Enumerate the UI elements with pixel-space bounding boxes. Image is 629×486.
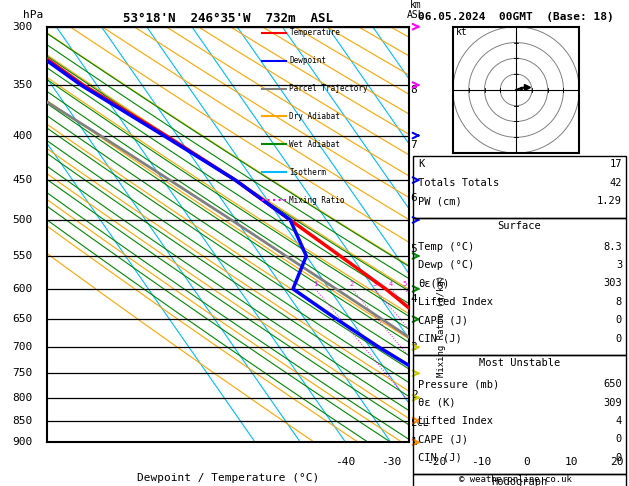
Text: 3: 3 (372, 281, 377, 287)
Text: 4: 4 (411, 294, 418, 304)
Text: 4: 4 (389, 281, 393, 287)
Text: 1.29: 1.29 (597, 196, 622, 207)
Text: Lifted Index: Lifted Index (418, 297, 493, 307)
Text: PW (cm): PW (cm) (418, 196, 462, 207)
Text: 10: 10 (565, 457, 578, 467)
Text: 53°18'N  246°35'W  732m  ASL: 53°18'N 246°35'W 732m ASL (123, 12, 333, 25)
Text: Totals Totals: Totals Totals (418, 178, 499, 188)
Text: 300: 300 (13, 22, 33, 32)
Text: 550: 550 (13, 251, 33, 261)
Text: 850: 850 (13, 416, 33, 426)
Text: Temperature: Temperature (289, 29, 340, 37)
Text: 6: 6 (411, 193, 418, 203)
Text: 3: 3 (411, 342, 418, 352)
Text: hPa: hPa (23, 11, 43, 20)
Text: CAPE (J): CAPE (J) (418, 315, 468, 326)
Text: 0: 0 (616, 453, 622, 463)
Text: 700: 700 (13, 342, 33, 352)
Text: Mixing Ratio (g/kg): Mixing Ratio (g/kg) (437, 275, 446, 377)
Text: 650: 650 (603, 379, 622, 389)
Text: 1: 1 (313, 281, 318, 287)
Text: 7: 7 (411, 140, 418, 150)
Text: Dewpoint: Dewpoint (289, 56, 326, 65)
Text: kt: kt (456, 27, 468, 36)
Text: Pressure (mb): Pressure (mb) (418, 379, 499, 389)
Text: 8: 8 (616, 297, 622, 307)
Text: Dewp (°C): Dewp (°C) (418, 260, 474, 270)
Text: 06.05.2024  00GMT  (Base: 18): 06.05.2024 00GMT (Base: 18) (418, 12, 614, 22)
Text: 309: 309 (603, 398, 622, 408)
Text: © weatheronline.co.uk: © weatheronline.co.uk (459, 474, 572, 484)
Text: 900: 900 (13, 437, 33, 447)
Text: Dewpoint / Temperature (°C): Dewpoint / Temperature (°C) (137, 473, 319, 484)
Text: Surface: Surface (498, 221, 542, 231)
Text: 4: 4 (616, 416, 622, 426)
Text: 303: 303 (603, 278, 622, 289)
Text: Parcel Trajectory: Parcel Trajectory (289, 84, 368, 93)
Text: Lifted Index: Lifted Index (418, 416, 493, 426)
Text: CAPE (J): CAPE (J) (418, 434, 468, 445)
Text: Isotherm: Isotherm (289, 168, 326, 177)
Text: θε (K): θε (K) (418, 398, 456, 408)
Text: 800: 800 (13, 393, 33, 403)
Text: -40: -40 (335, 457, 355, 467)
Text: 1: 1 (411, 437, 418, 447)
Text: θε(K): θε(K) (418, 278, 450, 289)
Text: 3: 3 (616, 260, 622, 270)
Text: 2: 2 (350, 281, 354, 287)
Text: Hodograph: Hodograph (491, 477, 548, 486)
Text: 450: 450 (13, 175, 33, 185)
Text: 650: 650 (13, 314, 33, 324)
Text: 400: 400 (13, 131, 33, 140)
Text: 42: 42 (610, 178, 622, 188)
Text: 0: 0 (523, 457, 530, 467)
Text: CIN (J): CIN (J) (418, 334, 462, 344)
Text: 8: 8 (411, 86, 418, 95)
Text: 600: 600 (13, 284, 33, 294)
Text: 750: 750 (13, 368, 33, 378)
Text: -10: -10 (471, 457, 491, 467)
Text: Most Unstable: Most Unstable (479, 358, 560, 368)
Text: LCL: LCL (411, 418, 428, 428)
Text: 8.3: 8.3 (603, 242, 622, 252)
Text: Wet Adiabat: Wet Adiabat (289, 140, 340, 149)
Text: 2: 2 (411, 390, 418, 400)
Text: 5: 5 (411, 244, 418, 254)
Text: km
ASL: km ASL (407, 0, 425, 20)
Text: 0: 0 (616, 315, 622, 326)
Text: Temp (°C): Temp (°C) (418, 242, 474, 252)
Text: Dry Adiabat: Dry Adiabat (289, 112, 340, 121)
Text: K: K (418, 159, 425, 170)
Text: CIN (J): CIN (J) (418, 453, 462, 463)
Text: 17: 17 (610, 159, 622, 170)
Text: -20: -20 (426, 457, 446, 467)
Text: 5: 5 (403, 281, 407, 287)
Text: Mixing Ratio: Mixing Ratio (289, 195, 345, 205)
Text: 350: 350 (13, 80, 33, 90)
Text: 500: 500 (13, 215, 33, 225)
Text: 20: 20 (610, 457, 623, 467)
Text: -30: -30 (381, 457, 401, 467)
Text: 0: 0 (616, 334, 622, 344)
Text: 0: 0 (616, 434, 622, 445)
